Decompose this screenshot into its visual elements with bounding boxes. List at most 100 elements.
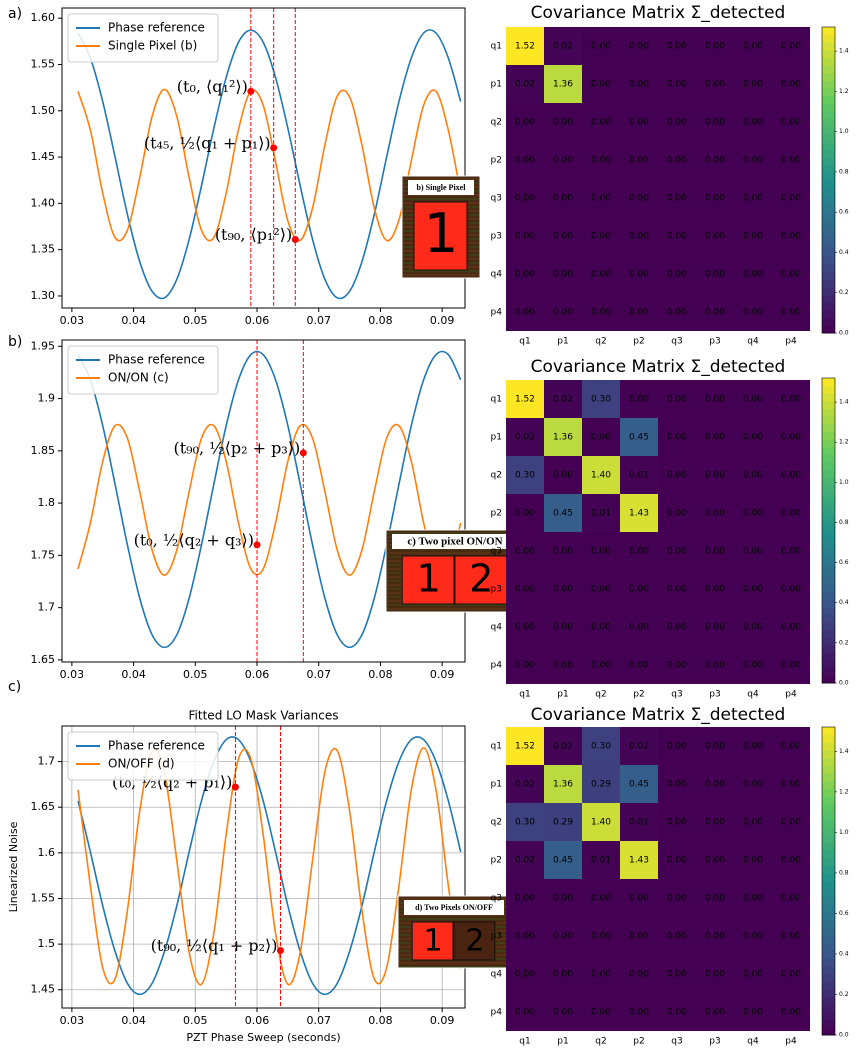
- colorbar-segment: [822, 788, 835, 797]
- heatmap-cell: [696, 179, 734, 217]
- cell-label: 0.00: [743, 818, 763, 828]
- cell-label: 0.00: [667, 308, 687, 318]
- cell-label: 0.00: [591, 433, 611, 443]
- heatmap-cell: [544, 532, 582, 570]
- heatmap-cell: [506, 27, 544, 65]
- heatmap-cell: [582, 380, 620, 418]
- heatmap-cell: [544, 456, 582, 494]
- x-axis-label: PZT Phase Sweep (seconds): [186, 1031, 340, 1044]
- cell-label: 0.00: [515, 547, 535, 557]
- heatmap-cell: [658, 141, 696, 179]
- colorbar-segment: [822, 256, 835, 265]
- x-tick-label: q3: [671, 337, 682, 347]
- heatmap-cell: [506, 380, 544, 418]
- cell-label: 0.00: [743, 270, 763, 280]
- colorbar-segment: [822, 507, 835, 516]
- cell-label: 0.01: [591, 856, 611, 866]
- heatmap-cell: [544, 917, 582, 955]
- heatmap-cell: [582, 841, 620, 879]
- heatmap-cell: [658, 765, 696, 803]
- y-tick-label: 1.45: [31, 150, 56, 163]
- heatmap-cell: [620, 494, 658, 532]
- colorbar-segment: [822, 484, 835, 493]
- colorbar-segment: [822, 804, 835, 813]
- heatmap-cell: [658, 418, 696, 456]
- heatmap-cell: [772, 765, 810, 803]
- cell-label: 0.00: [705, 308, 725, 318]
- y-tick-label: p3: [491, 232, 502, 242]
- heatmap-cell: [544, 255, 582, 293]
- cell-label: 0.00: [705, 742, 725, 752]
- cell-label: 0.00: [705, 509, 725, 519]
- heatmap-cell: [734, 879, 772, 917]
- heatmap-cell: [582, 65, 620, 103]
- cell-label: 1.36: [553, 780, 573, 790]
- colorbar-segment: [822, 742, 835, 751]
- marker-label: (t₉₀, ½⟨p₂ + p₃⟩): [174, 438, 301, 457]
- heatmap-cell: [696, 418, 734, 456]
- x-tick-label: 0.06: [245, 1014, 270, 1027]
- heatmap-cell: [582, 456, 620, 494]
- colorbar-segment: [822, 378, 835, 387]
- y-tick-label: 1.55: [31, 57, 56, 70]
- heatmap-cell: [506, 418, 544, 456]
- y-tick-label: 1.30: [31, 289, 56, 302]
- cell-label: 0.00: [591, 194, 611, 204]
- heatmap-cell: [772, 255, 810, 293]
- colorbar-segment: [822, 522, 835, 531]
- colorbar-segment: [822, 881, 835, 890]
- cell-label: 0.00: [553, 661, 573, 671]
- colorbar-tick-label: 0.4: [839, 950, 849, 957]
- cell-label: 0.00: [705, 585, 725, 595]
- cell-label: 1.36: [553, 433, 573, 443]
- heatmap-cell: [772, 456, 810, 494]
- colorbar-segment: [822, 157, 835, 166]
- x-tick-label: 0.04: [121, 668, 146, 681]
- heatmap-cell: [620, 646, 658, 684]
- x-tick-label: p1: [557, 1037, 568, 1047]
- heatmap-cell: [658, 879, 696, 917]
- y-tick-label: q1: [491, 742, 502, 752]
- cell-label: 0.00: [629, 308, 649, 318]
- heatmap-cell: [620, 255, 658, 293]
- y-tick-label: 1.40: [31, 196, 56, 209]
- colorbar-tick-label: 1.2: [839, 88, 849, 95]
- cell-label: 0.00: [629, 232, 649, 242]
- cell-label: 0.00: [781, 471, 801, 481]
- cell-label: 0.00: [667, 471, 687, 481]
- x-tick-label: q3: [671, 690, 682, 700]
- colorbar-segment: [822, 996, 835, 1005]
- cell-label: 0.30: [515, 471, 535, 481]
- heatmap-cell: [696, 103, 734, 141]
- cell-label: 0.00: [629, 894, 649, 904]
- colorbar-segment: [822, 675, 835, 684]
- cell-label: 0.00: [781, 194, 801, 204]
- heatmap-cell: [734, 255, 772, 293]
- inset-pixel-label: 2: [465, 924, 484, 959]
- cell-label: 0.00: [591, 623, 611, 633]
- cell-label: 0.00: [591, 661, 611, 671]
- heatmap-cell: [772, 494, 810, 532]
- cell-label: 0.00: [705, 818, 725, 828]
- cell-label: 0.00: [705, 471, 725, 481]
- heatmap-cell: [734, 765, 772, 803]
- cell-label: 0.00: [781, 742, 801, 752]
- x-tick-label: 0.03: [60, 314, 85, 327]
- colorbar-tick-label: 0.8: [839, 519, 849, 526]
- y-tick-label: q3: [491, 894, 502, 904]
- cell-label: 0.00: [591, 270, 611, 280]
- heatmap-cell: [772, 570, 810, 608]
- cell-label: 1.40: [591, 818, 611, 828]
- cell-label: 0.00: [743, 433, 763, 443]
- colorbar-segment: [822, 950, 835, 959]
- colorbar-segment: [822, 172, 835, 181]
- cell-label: 0.00: [553, 232, 573, 242]
- heatmap-cell: [582, 418, 620, 456]
- heatmap-cell: [620, 27, 658, 65]
- colorbar-tick-label: 1.4: [839, 748, 849, 755]
- heatmap-cell: [696, 993, 734, 1031]
- heatmap-cell: [658, 217, 696, 255]
- chart-title: Covariance Matrix Σ_detected: [531, 357, 786, 377]
- colorbar-segment: [822, 187, 835, 196]
